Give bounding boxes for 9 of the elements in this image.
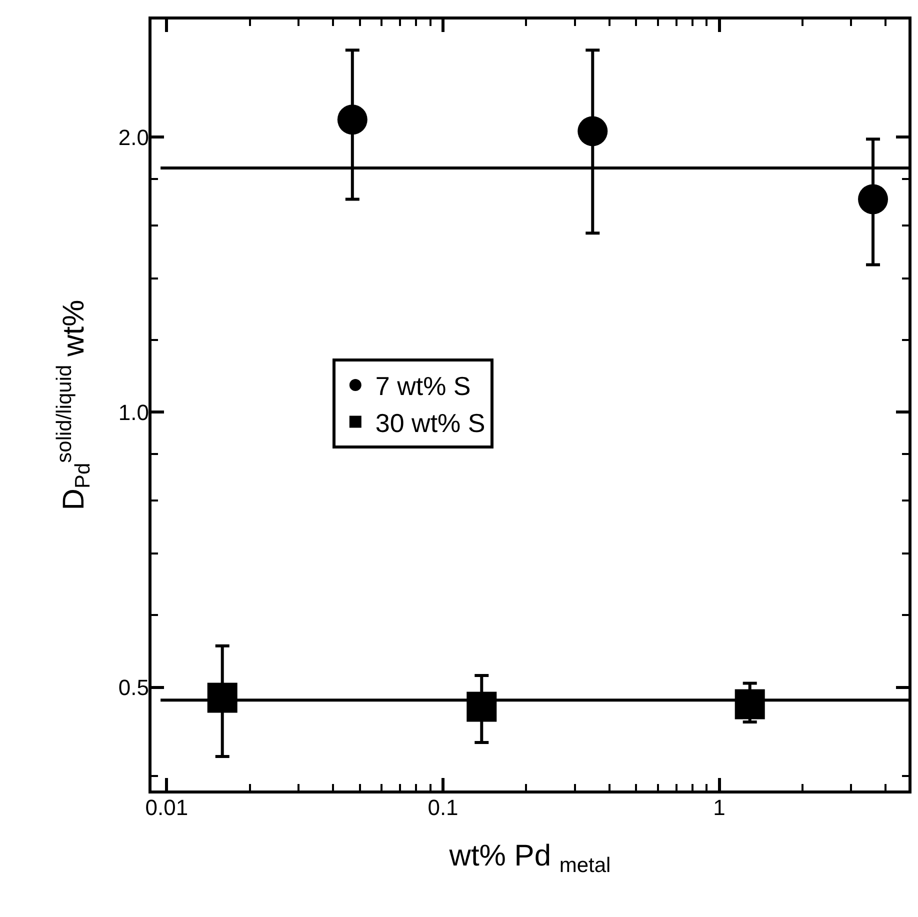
x-axis-title: wt% Pd $_{metal}$ (448, 840, 611, 877)
y-tick-label: 0.5 (118, 674, 149, 700)
x-tick-label: 0.1 (428, 795, 458, 820)
legend-label: 7 wt% S (375, 371, 471, 402)
x-tick-label: 0.01 (145, 795, 188, 820)
y-tick-label: 1.0 (118, 400, 149, 425)
x-tick-label: 1 (713, 795, 726, 820)
y-tick-label: 2.0 (118, 124, 149, 150)
legend-label: 30 wt% S (375, 408, 486, 438)
